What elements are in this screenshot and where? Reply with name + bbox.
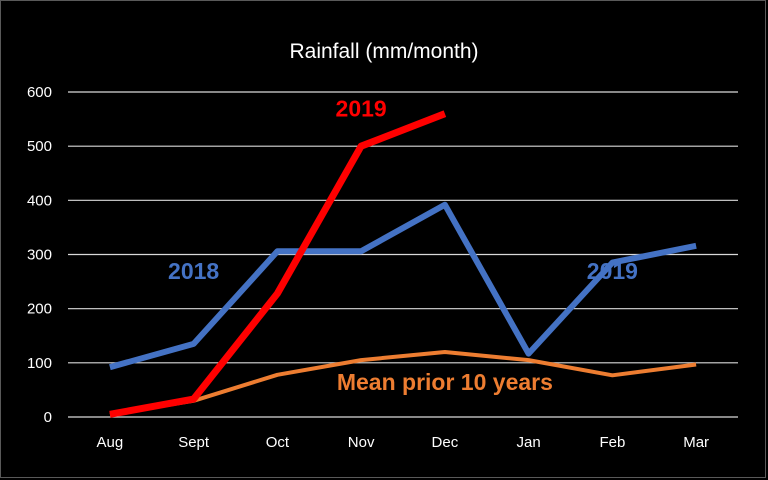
- series-annotations: 2019 2018 2019 Mean prior 10 years: [168, 95, 638, 395]
- x-tick-label: Jan: [517, 434, 541, 451]
- annotation-label: 2019: [336, 95, 387, 121]
- y-tick-label: 100: [27, 355, 52, 372]
- x-tick-label: Dec: [432, 434, 459, 451]
- annotation-label: 2018: [168, 258, 219, 284]
- y-tick-label: 0: [44, 409, 52, 426]
- x-tick-label: Nov: [348, 434, 375, 451]
- annotation-label: 2019: [587, 258, 638, 284]
- y-tick-label: 400: [27, 192, 52, 209]
- chart-title: Rainfall (mm/month): [289, 40, 478, 63]
- y-tick-label: 300: [27, 247, 52, 264]
- series-line-mean: [109, 350, 697, 417]
- grid-lines: [68, 91, 738, 418]
- y-axis-ticks: 0 100 200 300 400 500 600: [27, 84, 52, 426]
- y-tick-label: 500: [27, 138, 52, 155]
- series-line-s2018: [109, 201, 697, 371]
- y-tick-label: 200: [27, 301, 52, 318]
- x-tick-label: Feb: [599, 434, 625, 451]
- x-tick-label: Mar: [683, 434, 709, 451]
- y-tick-label: 600: [27, 84, 52, 101]
- x-tick-label: Oct: [266, 434, 290, 451]
- series-lines: [109, 110, 697, 418]
- series-line-s2019: [109, 110, 447, 418]
- annotation-label: Mean prior 10 years: [337, 369, 553, 395]
- x-axis-ticks: Aug Sept Oct Nov Dec Jan Feb Mar: [97, 434, 710, 451]
- x-tick-label: Sept: [178, 434, 210, 451]
- x-tick-label: Aug: [97, 434, 124, 451]
